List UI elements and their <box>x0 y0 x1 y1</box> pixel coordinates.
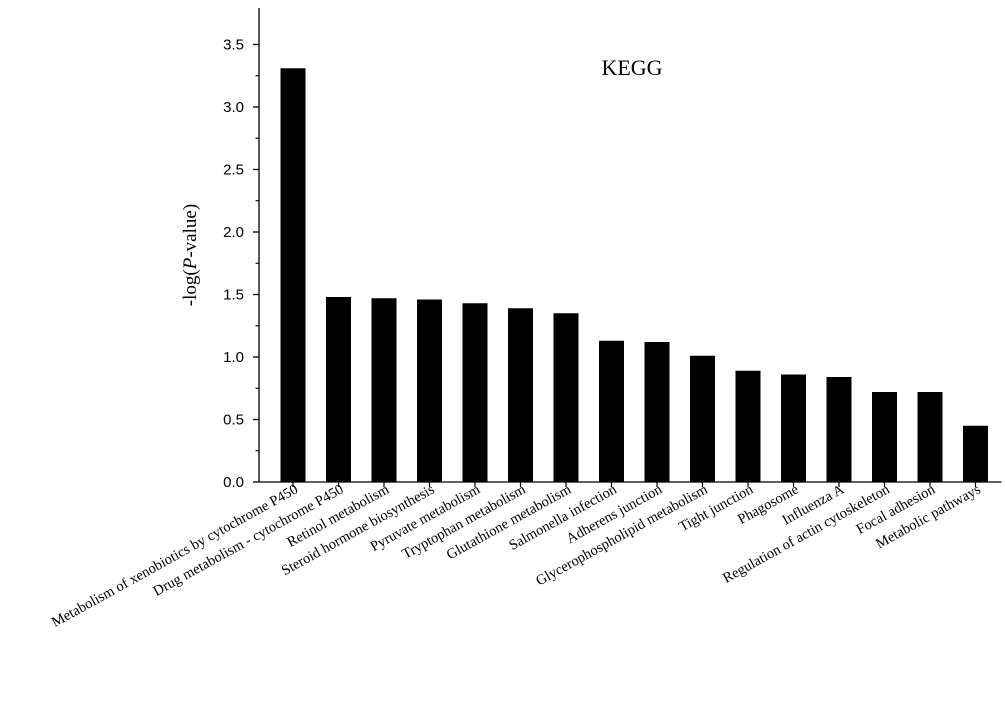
bar <box>599 340 624 482</box>
bar <box>280 68 306 482</box>
category-labels-group: Metabolism of xenobiotics by cytochrome … <box>49 481 984 631</box>
bars-group <box>280 68 988 482</box>
bar <box>826 377 852 482</box>
chart-title: KEGG <box>601 55 662 80</box>
bar <box>417 299 442 482</box>
y-tick-label: 0.0 <box>223 474 244 491</box>
y-tick-label: 3.5 <box>223 37 244 54</box>
bar <box>872 392 897 482</box>
y-axis-label: -log(P-value) <box>180 204 201 306</box>
y-tick-label: 2.0 <box>223 224 244 241</box>
bar <box>917 392 943 482</box>
bar <box>735 370 761 482</box>
y-axis-label-prefix: -log( <box>180 269 201 306</box>
y-tick-label: 3.0 <box>223 99 244 116</box>
bar <box>690 355 715 482</box>
bar <box>326 297 351 482</box>
y-tick-label: 0.5 <box>223 412 244 429</box>
y-tick-label: 2.5 <box>223 162 244 179</box>
bar <box>462 303 488 482</box>
y-ticks-group: 0.0 0.5 1.0 1.5 2.0 2.5 3.0 3.5 <box>223 37 259 491</box>
category-label: Metabolism of xenobiotics by cytochrome … <box>49 482 301 631</box>
y-axis-label-suffix: -value) <box>180 204 201 258</box>
bar <box>644 342 670 482</box>
x-ticks-group <box>292 482 977 487</box>
y-axis-label-italic: P <box>180 257 201 270</box>
y-tick-label: 1.5 <box>223 287 244 304</box>
y-tick-label: 1.0 <box>223 349 244 366</box>
axes-group <box>258 8 1002 483</box>
bar <box>371 298 397 482</box>
bar <box>553 313 579 482</box>
category-label: Drug metabolism - cytochrome P450 <box>151 482 347 600</box>
bar <box>781 374 806 482</box>
bar <box>508 308 533 482</box>
bar <box>963 425 988 482</box>
